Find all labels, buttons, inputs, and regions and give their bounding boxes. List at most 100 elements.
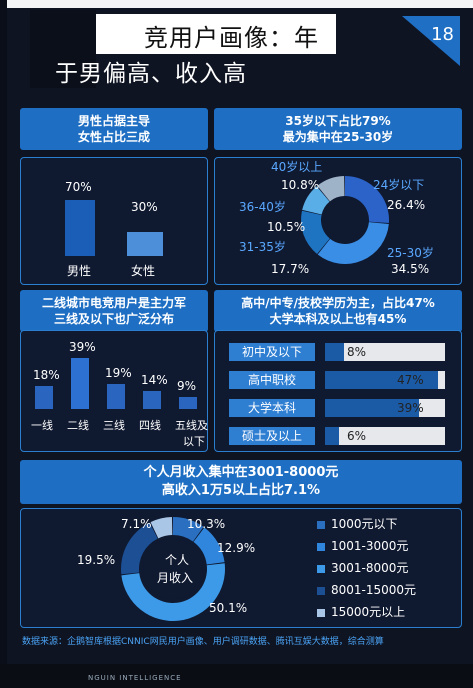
city-bar-1 xyxy=(71,358,89,409)
education-pct-2: 39% xyxy=(397,401,424,415)
age-pct-24under: 26.4% xyxy=(387,198,426,212)
income-pct-3001-8000: 50.1% xyxy=(209,601,248,615)
income-legend-label-4: 15000元以上 xyxy=(331,605,406,619)
education-pct-0: 8% xyxy=(347,345,367,359)
legend-swatch xyxy=(317,542,325,551)
top-edge xyxy=(0,0,473,8)
income-legend-item-2: 3001-8000元 xyxy=(317,559,408,576)
age-heading-line1: 35岁以下占比79% xyxy=(285,114,391,128)
age-donut-chart xyxy=(301,176,389,264)
gender-panel: 70% 30% 男性 女性 xyxy=(20,157,208,285)
male-label: 男性 xyxy=(67,264,92,278)
education-row-0: 初中及以下 8% xyxy=(229,343,449,361)
city-bar-0 xyxy=(35,385,53,409)
income-slice-4 xyxy=(150,517,173,539)
income-slice-2 xyxy=(121,563,226,622)
education-label-3: 硕士及以上 xyxy=(229,427,315,445)
age-slice-3 xyxy=(302,186,330,215)
left-edge xyxy=(0,0,7,688)
income-slice-0 xyxy=(173,517,204,542)
legend-swatch xyxy=(317,608,325,617)
page-number-badge: 18 xyxy=(402,16,460,66)
education-label-0: 初中及以下 xyxy=(229,343,315,361)
city-label-2: 三线 xyxy=(103,419,125,432)
city-heading-line2: 三线及以下也广泛分布 xyxy=(53,312,174,326)
gender-heading: 男性占据主导 女性占比三成 xyxy=(20,108,208,150)
income-pct-1000under: 10.3% xyxy=(187,517,226,531)
data-source: 数据来源：企鹅智库根据CNNIC网民用户画像、用户调研数据、腾讯互娱大数据，综合… xyxy=(22,637,384,647)
age-label-40plus: 40岁以上 xyxy=(271,160,323,174)
education-heading-line2: 大学本科及以上也有45% xyxy=(269,312,407,326)
badge-triangle xyxy=(402,16,460,66)
income-pct-8001-15000: 19.5% xyxy=(77,553,116,567)
income-heading-line1: 个人月收入集中在3001-8000元 xyxy=(143,465,339,480)
city-label-0: 一线 xyxy=(31,419,53,432)
gender-heading-line1: 男性占据主导 xyxy=(77,114,150,128)
education-fill-1 xyxy=(325,371,438,389)
city-heading: 二线城市电竞用户是主力军 三线及以下也广泛分布 xyxy=(20,290,208,332)
legend-swatch xyxy=(317,564,325,573)
education-heading-line1: 高中/中专/技校学历为主，占比47% xyxy=(241,296,435,310)
income-legend-label-0: 1000元以下 xyxy=(331,517,398,531)
income-donut-center xyxy=(143,539,203,599)
income-panel: 个人 月收入 7.1% 10.3% 12.9% 19.5% 50.1% 1000… xyxy=(20,508,462,628)
age-slice-1 xyxy=(317,222,389,264)
city-bar-3 xyxy=(143,390,161,409)
footer-logo-text: NGUIN INTELLIGENCE xyxy=(88,674,182,682)
income-donut-chart xyxy=(120,517,226,622)
education-pct-3: 6% xyxy=(347,429,367,443)
education-pct-1: 47% xyxy=(397,373,424,387)
age-pct-40plus: 10.8% xyxy=(281,178,320,192)
income-legend-item-0: 1000元以下 xyxy=(317,515,398,532)
female-label: 女性 xyxy=(131,264,156,278)
male-bar xyxy=(65,200,95,256)
income-slice-3 xyxy=(120,522,158,575)
city-pct-3: 14% xyxy=(141,372,168,387)
age-slice-4 xyxy=(317,176,345,202)
income-center-line2: 月收入 xyxy=(157,571,194,585)
page-title: 竞用户画像：年 xyxy=(144,24,319,52)
education-track-3: 6% xyxy=(325,427,445,445)
city-label-4: 五线及 xyxy=(175,419,208,432)
city-panel: 18% 一线 39% 二线 19% 三线 14% 四线 9% 五线及 以下 xyxy=(20,330,208,452)
female-bar xyxy=(127,232,163,256)
education-track-1: 47% xyxy=(325,371,445,389)
education-label-1: 高中职校 xyxy=(229,371,315,389)
gender-heading-line2: 女性占比三成 xyxy=(77,130,150,144)
page-number: 18 xyxy=(431,24,454,45)
age-heading: 35岁以下占比79% 最为集中在25-30岁 xyxy=(214,108,462,150)
education-track-0: 8% xyxy=(325,343,445,361)
city-pct-1: 39% xyxy=(69,340,96,355)
income-legend-item-1: 1001-3000元 xyxy=(317,537,408,554)
education-fill-3 xyxy=(325,427,340,445)
city-heading-line1: 二线城市电竞用户是主力军 xyxy=(41,296,186,310)
income-heading: 个人月收入集中在3001-8000元 高收入1万5以上占比7.1% xyxy=(20,460,462,504)
city-pct-2: 19% xyxy=(105,366,132,381)
header-dark-block xyxy=(30,10,96,88)
age-pct-31-35: 17.7% xyxy=(271,262,310,276)
education-row-2: 大学本科 39% xyxy=(229,399,449,417)
city-label-3: 四线 xyxy=(139,419,161,432)
income-legend-label-2: 3001-8000元 xyxy=(331,561,409,575)
income-legend-item-4: 15000元以上 xyxy=(317,603,405,620)
education-row-3: 硕士及以上 6% xyxy=(229,427,449,445)
education-panel: 初中及以下 8% 高中职校 47% 大学本科 39% 硕士及以上 6% xyxy=(214,330,462,452)
footer-bar xyxy=(0,664,473,688)
income-heading-line2: 高收入1万5以上占比7.1% xyxy=(161,483,321,498)
education-heading: 高中/中专/技校学历为主，占比47% 大学本科及以上也有45% xyxy=(214,290,462,332)
age-heading-line2: 最为集中在25-30岁 xyxy=(282,130,394,144)
income-legend-label-1: 1001-3000元 xyxy=(331,539,409,553)
age-label-36-40: 36-40岁 xyxy=(239,200,286,214)
age-label-25-30: 25-30岁 xyxy=(387,246,434,260)
age-slice-2 xyxy=(301,210,330,254)
age-pct-36-40: 10.5% xyxy=(267,220,306,234)
legend-swatch xyxy=(317,520,325,529)
city-pct-4: 9% xyxy=(177,379,197,394)
income-pct-1001-3000: 12.9% xyxy=(217,541,256,555)
city-label2-4: 以下 xyxy=(183,435,205,448)
education-label-2: 大学本科 xyxy=(229,399,315,417)
income-legend-item-3: 8001-15000元 xyxy=(317,581,416,598)
page-subtitle: 于男偏高、收入高 xyxy=(55,61,247,87)
income-center-line1: 个人 xyxy=(165,553,190,567)
